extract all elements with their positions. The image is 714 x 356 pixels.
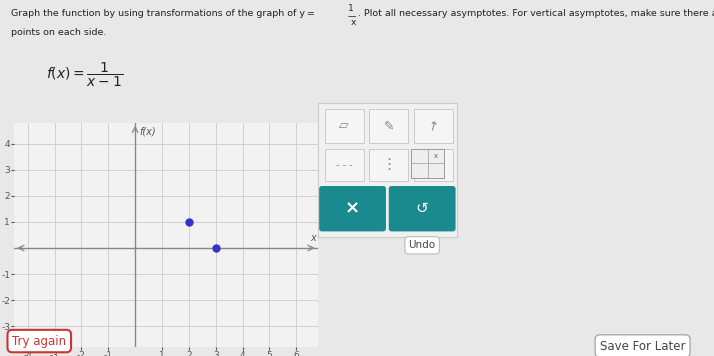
FancyBboxPatch shape xyxy=(414,109,453,143)
FancyBboxPatch shape xyxy=(325,109,363,143)
Text: Graph the function by using transformations of the graph of y =: Graph the function by using transformati… xyxy=(11,9,316,18)
Text: Try again: Try again xyxy=(12,335,66,347)
Text: ×: × xyxy=(345,200,360,218)
Text: ▱: ▱ xyxy=(339,119,349,132)
Text: Undo: Undo xyxy=(408,240,436,250)
Text: x: x xyxy=(351,18,356,27)
Text: ✎: ✎ xyxy=(383,119,394,132)
Text: f(x): f(x) xyxy=(139,127,156,137)
Text: ↺: ↺ xyxy=(416,201,428,216)
Text: points on each side.: points on each side. xyxy=(11,28,106,37)
Text: . Plot all necessary asymptotes. For vertical asymptotes, make sure there are at: . Plot all necessary asymptotes. For ver… xyxy=(358,9,714,18)
Text: Save For Later: Save For Later xyxy=(600,340,685,352)
FancyBboxPatch shape xyxy=(369,109,408,143)
Text: $f(x)=\dfrac{1}{x-1}$: $f(x)=\dfrac{1}{x-1}$ xyxy=(46,61,124,89)
FancyBboxPatch shape xyxy=(411,149,444,178)
FancyBboxPatch shape xyxy=(369,149,408,180)
FancyBboxPatch shape xyxy=(319,186,386,231)
Text: x: x xyxy=(311,233,316,243)
FancyBboxPatch shape xyxy=(388,186,456,231)
Text: x: x xyxy=(434,153,438,159)
Text: 1: 1 xyxy=(348,4,354,12)
FancyBboxPatch shape xyxy=(325,149,363,180)
Text: ⋮: ⋮ xyxy=(381,157,396,172)
FancyBboxPatch shape xyxy=(414,149,453,180)
Text: —: — xyxy=(348,12,356,21)
Text: ↗: ↗ xyxy=(426,118,441,134)
Text: - - -: - - - xyxy=(336,159,353,170)
